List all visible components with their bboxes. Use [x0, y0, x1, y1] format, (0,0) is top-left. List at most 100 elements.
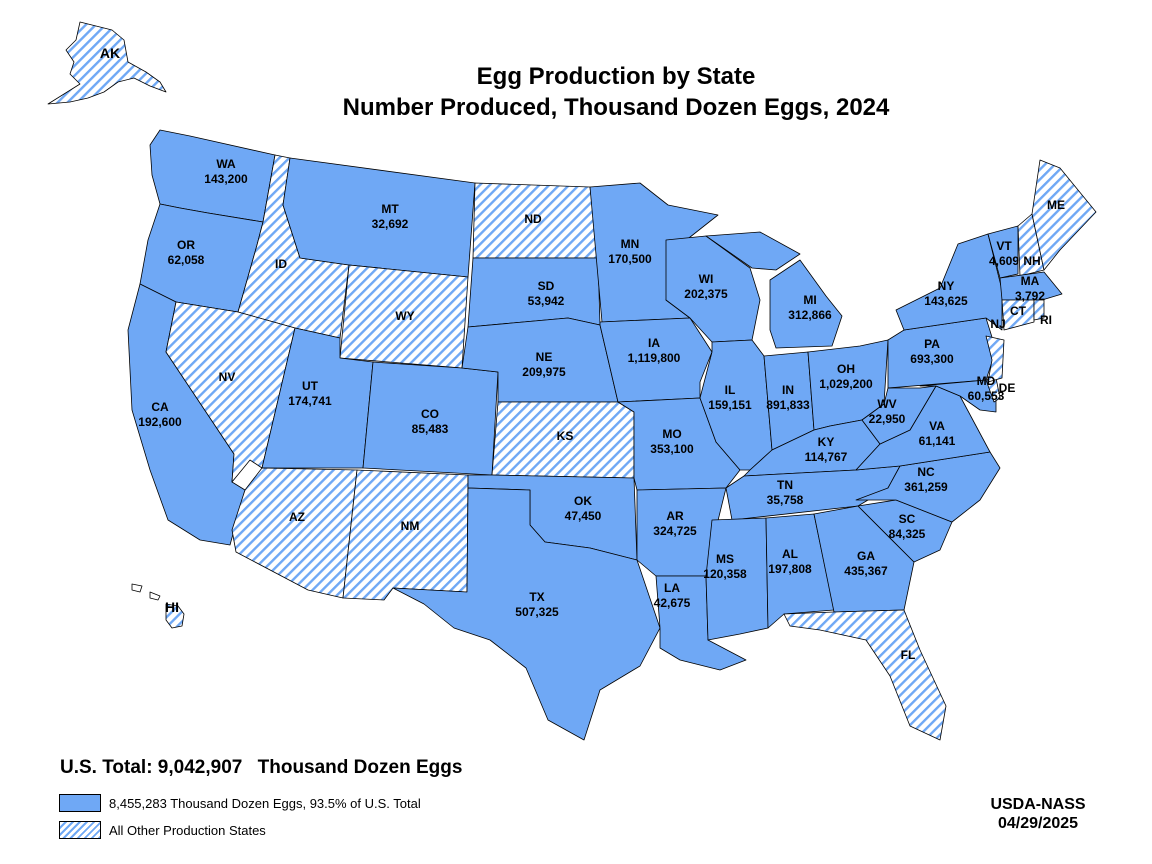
source-name: USDA-NASS [990, 796, 1086, 813]
source-date: 04/29/2025 [997, 815, 1079, 832]
map-subtitle: Number Produced, Thousand Dozen Eggs, 20… [342, 94, 890, 121]
legend-solid-swatch [59, 794, 101, 812]
state-az [231, 467, 358, 599]
state-value-ok: 47,450 [565, 509, 602, 523]
state-nv [165, 301, 296, 483]
legend-other: All Other Production States [59, 821, 266, 839]
state-al [765, 513, 835, 629]
state-ia [599, 317, 713, 403]
state-label-ma: MA [1021, 274, 1040, 288]
state-label-nc: NC [917, 465, 935, 479]
state-value-pa: 693,300 [910, 352, 954, 366]
hawaii-island-maui [149, 591, 161, 601]
state-label-nv: NV [219, 370, 236, 384]
state-label-vt: VT [996, 239, 1012, 253]
state-label-hi: HI [165, 599, 179, 615]
state-label-nm: NM [401, 519, 420, 533]
state-label-ga: GA [857, 549, 875, 563]
state-value-al: 197,808 [768, 562, 812, 576]
state-label-me: ME [1047, 198, 1065, 212]
state-value-ar: 324,725 [653, 524, 697, 538]
state-ga [813, 505, 915, 613]
state-mi-upper [705, 231, 801, 271]
state-value-ia: 1,119,800 [628, 351, 681, 365]
state-value-wa: 143,200 [204, 172, 248, 186]
state-label-sd: SD [538, 279, 555, 293]
state-value-mo: 353,100 [650, 442, 694, 456]
state-label-ri: RI [1040, 313, 1052, 327]
state-label-ks: KS [557, 429, 574, 443]
state-sd [467, 257, 601, 328]
state-sc [857, 499, 953, 563]
state-label-or: OR [177, 238, 195, 252]
state-value-or: 62,058 [168, 253, 205, 267]
state-value-mn: 170,500 [608, 252, 652, 266]
state-value-va: 61,141 [919, 434, 956, 448]
state-ak [47, 21, 167, 105]
state-me [1031, 159, 1097, 271]
state-value-mt: 32,692 [372, 217, 409, 231]
legend-published-label: 8,455,283 Thousand Dozen Eggs, 93.5% of … [109, 795, 421, 811]
state-label-nd: ND [524, 212, 542, 226]
state-value-ca: 192,600 [138, 415, 182, 429]
state-label-de: DE [999, 381, 1016, 395]
state-label-co: CO [421, 407, 439, 421]
other-state-labels: AK HI ID NV WY ND AZ NM KS FL ME NH CT RI NJ DE [100, 45, 1065, 662]
state-label-ca: CA [151, 400, 169, 414]
state-label-ky: KY [818, 435, 835, 449]
state-hi [165, 603, 185, 629]
state-label-al: AL [782, 547, 798, 561]
state-value-md: 60,553 [968, 389, 1005, 403]
state-label-nj: NJ [990, 317, 1005, 331]
state-value-in: 891,833 [766, 398, 810, 412]
state-ma [999, 271, 1063, 301]
state-label-ne: NE [536, 350, 553, 364]
state-label-md: MD [977, 374, 996, 388]
state-label-wi: WI [699, 272, 714, 286]
state-label-pa: PA [924, 337, 940, 351]
state-label-mt: MT [381, 202, 399, 216]
state-value-tn: 35,758 [767, 493, 804, 507]
state-label-ak: AK [100, 45, 120, 61]
state-label-mn: MN [621, 237, 640, 251]
state-value-vt: 4,609 [989, 254, 1019, 268]
state-label-az: AZ [289, 510, 305, 524]
state-label-ia: IA [648, 336, 660, 350]
state-label-id: ID [275, 257, 287, 271]
state-nj [985, 335, 1005, 383]
state-label-mi: MI [803, 293, 816, 307]
state-value-ky: 114,767 [805, 450, 848, 464]
legend-published: 8,455,283 Thousand Dozen Eggs, 93.5% of … [59, 794, 421, 812]
state-vt [987, 225, 1019, 279]
state-tx [392, 487, 661, 741]
state-ct [1001, 299, 1035, 331]
state-label-nh: NH [1023, 254, 1040, 268]
source-block: USDA-NASS 04/29/2025 [968, 795, 1108, 833]
us-total-value: U.S. Total: 9,042,907 [60, 757, 243, 778]
state-value-mi: 312,866 [788, 308, 832, 322]
state-value-il: 159,151 [708, 398, 752, 412]
state-value-oh: 1,029,200 [819, 377, 873, 391]
state-label-ut: UT [302, 379, 319, 393]
state-label-in: IN [782, 383, 794, 397]
state-label-tn: TN [777, 478, 793, 492]
state-label-ms: MS [716, 552, 734, 566]
state-label-ct: CT [1010, 304, 1027, 318]
state-value-nc: 361,259 [904, 480, 948, 494]
state-label-il: IL [725, 383, 736, 397]
state-label-ar: AR [666, 509, 684, 523]
state-value-sc: 84,325 [889, 527, 926, 541]
hawaii-island-oahu [131, 583, 143, 593]
state-value-la: 42,675 [654, 596, 691, 610]
state-value-ms: 120,358 [703, 567, 747, 581]
state-il [699, 339, 773, 471]
state-value-tx: 507,325 [515, 605, 559, 619]
state-label-tx: TX [529, 590, 544, 604]
state-value-ne: 209,975 [522, 365, 566, 379]
state-nc [855, 451, 1001, 523]
state-value-ma: 3,792 [1015, 289, 1045, 303]
state-value-wi: 202,375 [684, 287, 728, 301]
state-label-fl: FL [901, 648, 916, 662]
